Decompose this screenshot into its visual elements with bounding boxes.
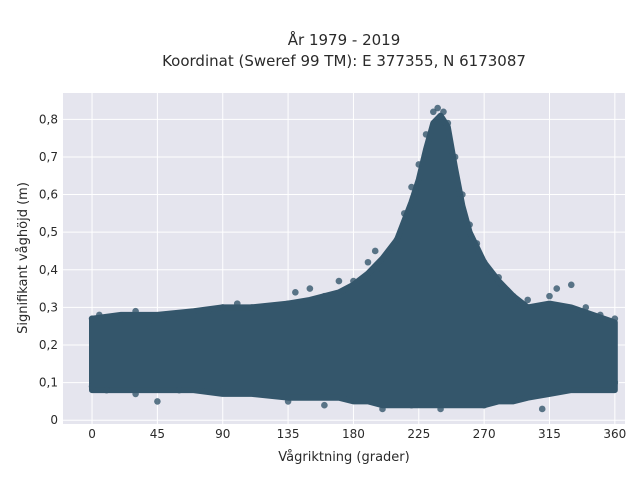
x-tick-label: 360 xyxy=(603,427,626,441)
data-point xyxy=(175,386,183,394)
data-point xyxy=(364,258,372,266)
data-point xyxy=(495,274,502,281)
y-tick-label: 0,5 xyxy=(39,225,58,239)
data-point xyxy=(466,221,473,228)
y-tick-label: 0,3 xyxy=(39,300,58,314)
y-tick-label: 0,2 xyxy=(39,338,58,352)
x-tick-label: 135 xyxy=(277,427,300,441)
dense-observation-band xyxy=(89,112,618,409)
data-point xyxy=(233,300,241,307)
data-point xyxy=(400,210,408,217)
y-tick-labels: 0 0,1 0,2 0,3 0,4 0,5 0,6 0,7 0,8 xyxy=(39,112,58,427)
y-tick-label: 0,7 xyxy=(39,150,58,164)
data-point xyxy=(524,296,532,304)
data-point xyxy=(350,277,357,285)
data-point xyxy=(335,277,343,285)
chart-title-line-2: Koordinat (Sweref 99 TM): E 377355, N 61… xyxy=(162,52,526,70)
data-point xyxy=(611,315,619,322)
data-point xyxy=(284,300,292,307)
data-point xyxy=(546,292,553,300)
data-point xyxy=(219,386,227,394)
data-point xyxy=(379,266,386,274)
data-point xyxy=(444,119,452,127)
data-points xyxy=(88,104,619,413)
data-point xyxy=(582,304,590,311)
data-point xyxy=(408,183,415,191)
data-point xyxy=(459,191,466,198)
data-point xyxy=(263,304,270,311)
data-point xyxy=(154,398,161,405)
data-point xyxy=(553,285,561,292)
data-point xyxy=(204,307,212,315)
x-tick-label: 315 xyxy=(538,427,561,441)
data-point xyxy=(379,405,386,413)
data-point xyxy=(422,131,430,138)
data-point xyxy=(321,292,328,300)
y-tick-label: 0,4 xyxy=(39,263,58,277)
y-tick-label: 0 xyxy=(50,413,58,427)
data-point xyxy=(219,304,227,311)
y-tick-label: 0,6 xyxy=(39,188,58,202)
data-point xyxy=(611,379,619,386)
data-point xyxy=(292,289,299,296)
x-tick-label: 270 xyxy=(473,427,496,441)
data-point xyxy=(434,104,441,112)
data-point xyxy=(161,315,168,322)
data-point xyxy=(117,315,125,322)
data-point xyxy=(284,398,292,405)
data-point xyxy=(88,315,96,322)
data-point xyxy=(393,236,401,243)
data-point xyxy=(306,285,314,292)
data-point xyxy=(538,405,546,413)
data-point xyxy=(597,311,604,319)
data-point xyxy=(103,386,110,394)
data-point xyxy=(190,311,197,319)
data-point xyxy=(88,383,96,390)
data-point xyxy=(473,240,481,247)
data-point xyxy=(132,390,139,398)
data-point xyxy=(96,311,103,319)
y-axis-label: Signifikant våghöjd (m) xyxy=(16,182,31,334)
data-point xyxy=(175,315,183,322)
x-tick-label: 90 xyxy=(215,427,230,441)
x-tick-label: 45 xyxy=(150,427,165,441)
y-tick-label: 0,1 xyxy=(39,376,58,390)
data-point xyxy=(408,401,415,409)
data-point xyxy=(451,153,459,161)
data-point xyxy=(132,307,139,315)
data-point xyxy=(437,405,444,413)
data-point xyxy=(567,281,575,289)
data-point xyxy=(440,108,447,116)
chart-title-line-1: År 1979 - 2019 xyxy=(288,30,401,49)
data-point xyxy=(146,322,154,330)
data-point xyxy=(248,304,256,311)
data-point xyxy=(430,108,437,116)
x-axis-label: Vågriktning (grader) xyxy=(278,450,409,465)
data-point xyxy=(415,161,423,168)
data-point xyxy=(480,401,488,409)
x-tick-label: 0 xyxy=(88,427,96,441)
y-tick-label: 0,8 xyxy=(39,112,58,126)
x-tick-labels: 0 45 90 135 180 225 270 315 360 xyxy=(88,427,626,441)
data-point xyxy=(371,247,379,255)
data-point xyxy=(480,258,488,266)
x-tick-label: 225 xyxy=(407,427,430,441)
data-point xyxy=(509,292,517,300)
x-tick-label: 180 xyxy=(342,427,365,441)
data-point xyxy=(321,401,328,409)
